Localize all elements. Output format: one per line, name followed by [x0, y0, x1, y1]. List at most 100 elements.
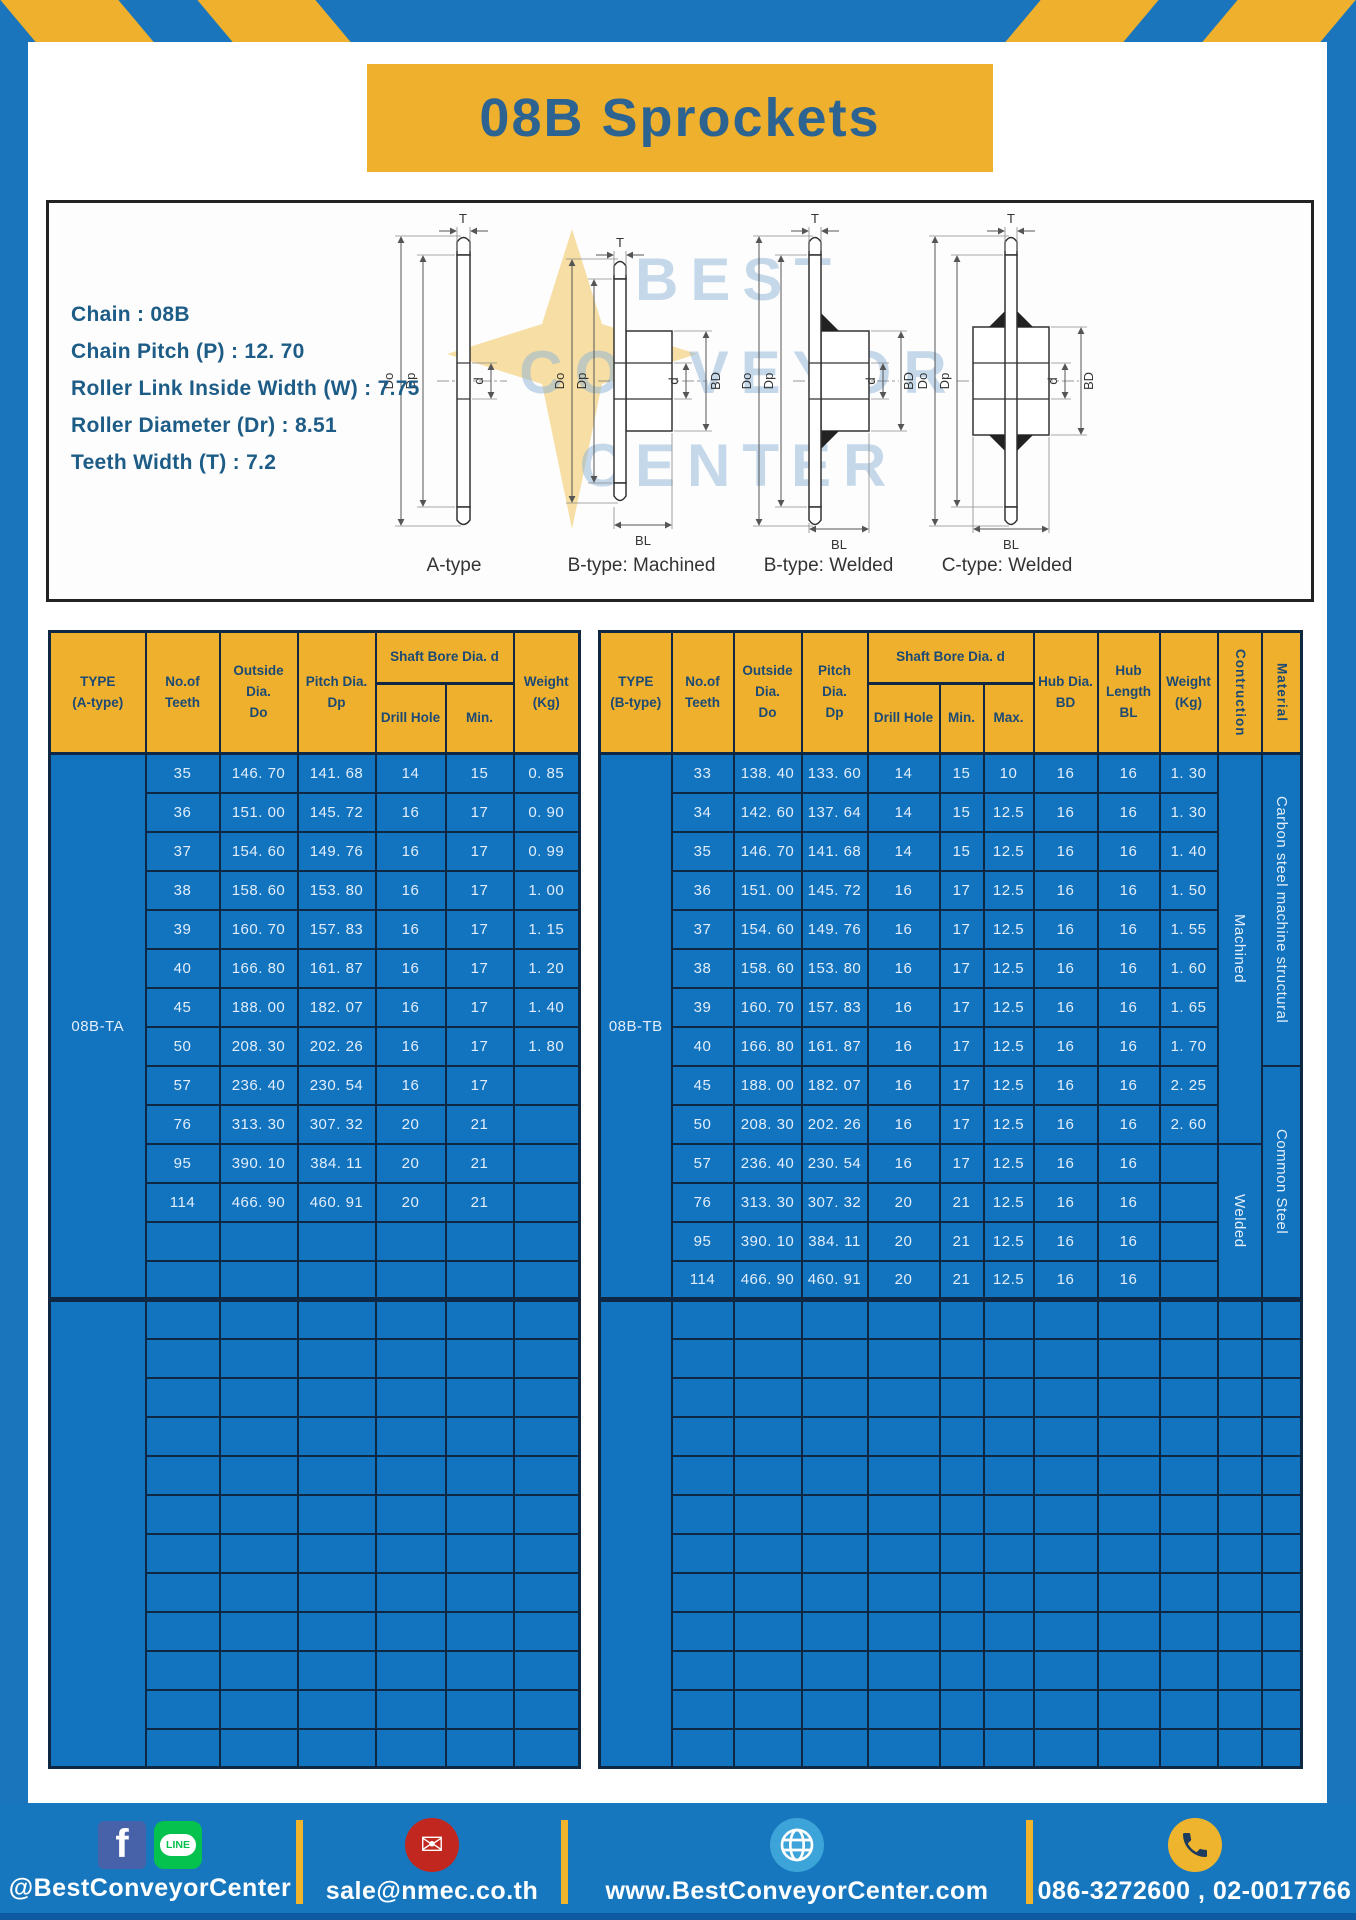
table-cell [296, 1415, 377, 1457]
table-cell [866, 1727, 941, 1769]
table-cell [670, 1415, 735, 1457]
table-cell: 14 [866, 752, 941, 794]
table-cell: 16 [1032, 1259, 1099, 1301]
stripe-decoration [0, 0, 157, 42]
table-cell [982, 1571, 1035, 1613]
table-a-empty-section [48, 1297, 581, 1769]
table-cell: 142. 60 [732, 791, 803, 833]
table-cell: 307. 32 [296, 1103, 377, 1145]
table-cell: 16 [866, 947, 941, 989]
table-cell [866, 1532, 941, 1574]
phone-icon[interactable] [1167, 1817, 1222, 1872]
footer-divider [561, 1819, 568, 1904]
table-cell [732, 1376, 803, 1418]
table-cell [374, 1610, 447, 1652]
table-cell: 45 [670, 1064, 735, 1106]
table-cell [144, 1688, 221, 1730]
table-cell [1096, 1493, 1161, 1535]
facebook-icon[interactable]: f [98, 1820, 146, 1869]
table-cell [800, 1337, 869, 1379]
table-cell [938, 1571, 985, 1613]
table-cell [1032, 1415, 1099, 1457]
table-cell [1216, 1337, 1263, 1379]
table-cell: 50 [144, 1025, 221, 1067]
table-cell [866, 1337, 941, 1379]
dim-label-dp: Dp [403, 373, 418, 390]
table-cell [670, 1297, 735, 1340]
table-cell: 390. 10 [218, 1142, 299, 1184]
table-cell: 10 [982, 752, 1035, 794]
table-cell: 16 [1096, 1064, 1161, 1106]
table-cell: 17 [938, 1142, 985, 1184]
table-cell [1216, 1649, 1263, 1691]
table-cell [444, 1376, 515, 1418]
table-cell: 21 [938, 1259, 985, 1301]
table-cell [982, 1688, 1035, 1730]
table-cell [296, 1220, 377, 1262]
table-cell: 16 [1032, 1064, 1099, 1106]
table-cell [296, 1493, 377, 1535]
table-cell [512, 1610, 581, 1652]
table-cell: 390. 10 [732, 1220, 803, 1262]
table-cell [1032, 1493, 1099, 1535]
table-cell: 21 [444, 1181, 515, 1223]
table-cell [1158, 1532, 1219, 1574]
table-cell [1096, 1376, 1161, 1418]
table-cell [296, 1688, 377, 1730]
table-cell: 17 [444, 1025, 515, 1067]
table-cell [296, 1610, 377, 1652]
drawing-caption: B-type: Machined [567, 555, 716, 576]
dim-label-d: d [471, 377, 486, 384]
type-cell: 08B-TA [48, 752, 147, 1301]
table-cell [1260, 1415, 1303, 1457]
table-cell: 17 [938, 1064, 985, 1106]
table-cell [374, 1376, 447, 1418]
dim-label-dp: Dp [574, 373, 589, 390]
table-cell [512, 1181, 581, 1223]
col-header-construction: Contruction [1216, 630, 1263, 755]
table-cell [374, 1415, 447, 1457]
footer-email-section: ✉ sale@nmec.co.th [303, 1817, 561, 1906]
table-cell [444, 1297, 515, 1340]
table-cell: 14 [866, 791, 941, 833]
website-link[interactable]: www.BestConveyorCenter.com [605, 1876, 989, 1905]
dim-label-bd: BD [708, 372, 723, 390]
table-cell [144, 1376, 221, 1418]
table-cell: 12.5 [982, 869, 1035, 911]
dim-label-d: d [666, 377, 681, 384]
table-cell: 57 [670, 1142, 735, 1184]
table-cell [1158, 1454, 1219, 1496]
table-cell [732, 1415, 803, 1457]
table-cell: 16 [1032, 1220, 1099, 1262]
table-cell [1158, 1220, 1219, 1262]
table-cell [512, 1532, 581, 1574]
social-handle[interactable]: @BestConveyorCenter [8, 1873, 292, 1902]
table-cell: 12.5 [982, 830, 1035, 872]
col-header-teeth: No.of Teeth [144, 630, 221, 755]
table-cell: 39 [144, 908, 221, 950]
email-link[interactable]: sale@nmec.co.th [325, 1876, 539, 1905]
table-cell [1158, 1649, 1219, 1691]
table-cell: 16 [1096, 908, 1161, 950]
table-cell: 16 [1032, 1103, 1099, 1145]
phone-numbers[interactable]: 086-3272600 , 02-0017766 [1037, 1876, 1352, 1905]
globe-icon[interactable] [770, 1817, 824, 1872]
line-icon[interactable]: LINE [154, 1820, 202, 1869]
table-cell: 460. 91 [800, 1259, 869, 1301]
table-cell: 16 [374, 986, 447, 1028]
table-cell: 16 [1096, 869, 1161, 911]
table-cell [444, 1337, 515, 1379]
mail-icon[interactable]: ✉ [405, 1817, 459, 1872]
table-cell: 1. 60 [1158, 947, 1219, 989]
table-cell [218, 1259, 299, 1301]
table-cell [1216, 1610, 1263, 1652]
table-cell: 16 [1096, 752, 1161, 794]
table-cell: 16 [1096, 1220, 1161, 1262]
table-cell [670, 1649, 735, 1691]
table-cell [296, 1297, 377, 1340]
table-a-type: TYPE (A-type) No.of Teeth Outside Dia. D… [48, 630, 582, 1769]
table-cell [800, 1415, 869, 1457]
table-cell: 0. 85 [512, 752, 581, 794]
table-cell [1158, 1259, 1219, 1301]
